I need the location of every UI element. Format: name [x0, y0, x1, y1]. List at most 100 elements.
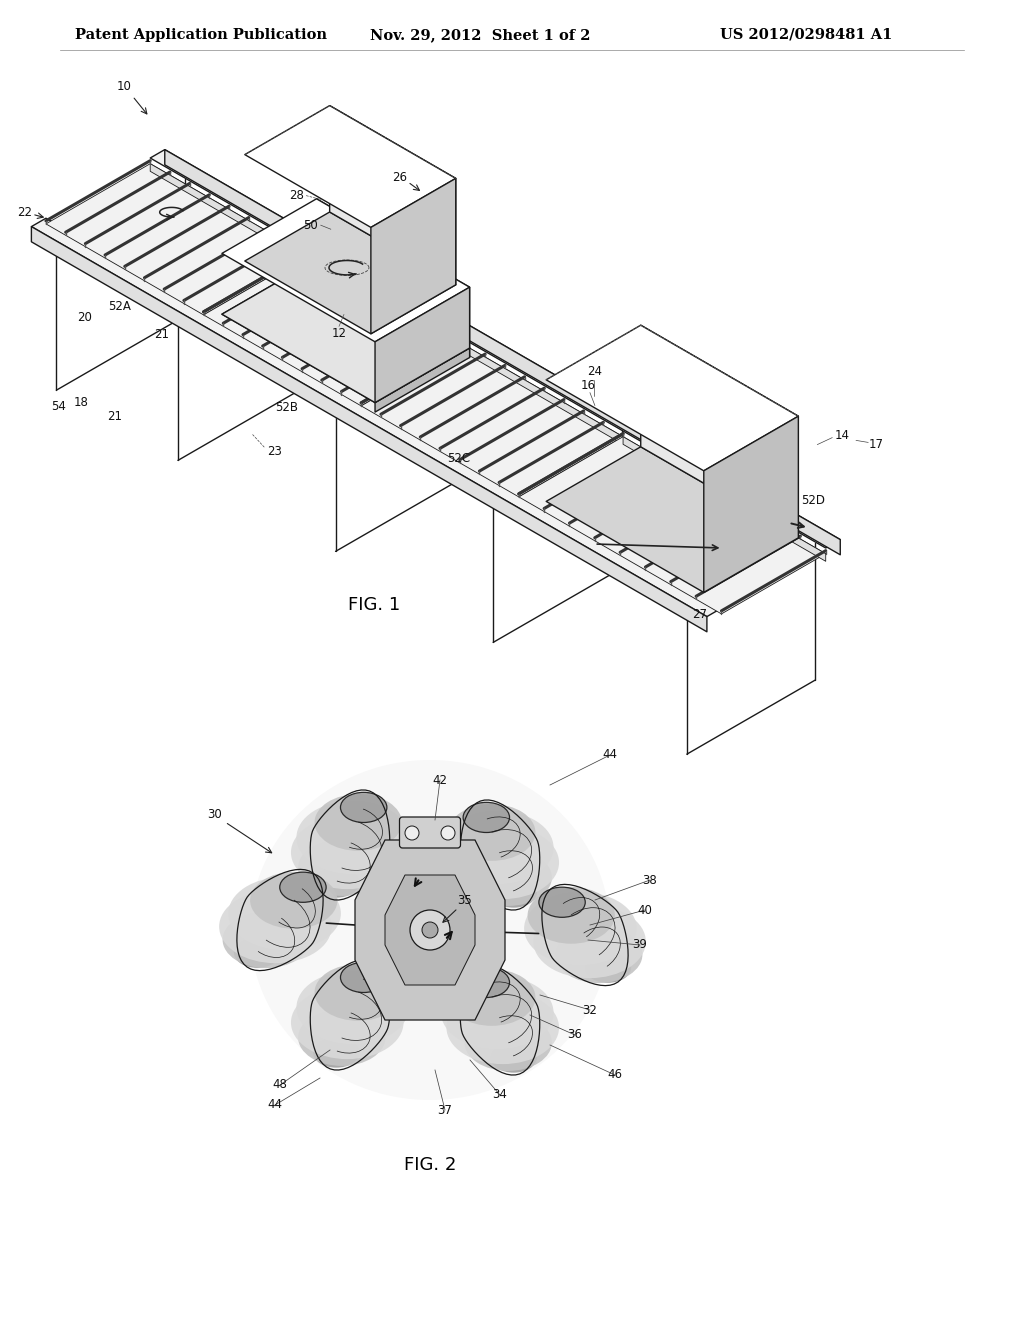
- Text: FIG. 1: FIG. 1: [348, 597, 400, 614]
- Polygon shape: [222, 199, 470, 342]
- Circle shape: [410, 909, 450, 950]
- Polygon shape: [519, 437, 825, 614]
- Ellipse shape: [250, 760, 610, 1100]
- Text: 12: 12: [332, 327, 346, 339]
- Ellipse shape: [446, 826, 559, 899]
- Ellipse shape: [296, 972, 409, 1044]
- Text: 30: 30: [208, 808, 222, 821]
- Polygon shape: [385, 875, 475, 985]
- Text: 40: 40: [638, 903, 652, 916]
- Text: US 2012/0298481 A1: US 2012/0298481 A1: [720, 28, 892, 42]
- Text: 52D: 52D: [801, 494, 824, 507]
- Polygon shape: [245, 213, 456, 334]
- Polygon shape: [375, 348, 470, 412]
- Ellipse shape: [313, 867, 359, 898]
- Text: 28: 28: [289, 189, 303, 202]
- Text: 44: 44: [267, 1098, 283, 1111]
- Polygon shape: [641, 325, 799, 537]
- Ellipse shape: [314, 795, 401, 851]
- Ellipse shape: [313, 1038, 359, 1068]
- Ellipse shape: [298, 1010, 385, 1067]
- Polygon shape: [375, 288, 470, 403]
- Polygon shape: [32, 227, 707, 632]
- Text: 21: 21: [155, 327, 170, 341]
- Ellipse shape: [449, 969, 536, 1026]
- Ellipse shape: [222, 911, 310, 968]
- Ellipse shape: [280, 873, 326, 903]
- Text: 52B: 52B: [275, 401, 298, 414]
- Text: 21: 21: [106, 409, 122, 422]
- Polygon shape: [466, 346, 623, 445]
- Polygon shape: [623, 437, 825, 561]
- Ellipse shape: [463, 968, 510, 998]
- Polygon shape: [546, 446, 799, 593]
- Text: 48: 48: [272, 1078, 288, 1092]
- Text: Patent Application Publication: Patent Application Publication: [75, 28, 327, 42]
- Ellipse shape: [341, 962, 387, 993]
- Text: 42: 42: [432, 774, 447, 787]
- Text: 23: 23: [267, 445, 282, 458]
- Ellipse shape: [534, 906, 646, 978]
- Ellipse shape: [341, 792, 387, 822]
- Circle shape: [406, 826, 419, 840]
- FancyBboxPatch shape: [399, 817, 461, 847]
- Text: 37: 37: [437, 1104, 453, 1117]
- Text: 35: 35: [458, 894, 472, 907]
- Text: 10: 10: [117, 81, 132, 94]
- Ellipse shape: [291, 816, 403, 890]
- Polygon shape: [151, 164, 308, 263]
- Ellipse shape: [250, 873, 338, 929]
- Ellipse shape: [490, 878, 537, 908]
- Text: Nov. 29, 2012  Sheet 1 of 2: Nov. 29, 2012 Sheet 1 of 2: [370, 28, 591, 42]
- Circle shape: [422, 921, 438, 939]
- Text: 32: 32: [583, 1003, 597, 1016]
- Text: 14: 14: [835, 429, 850, 442]
- Text: 38: 38: [643, 874, 657, 887]
- Ellipse shape: [465, 849, 552, 906]
- Polygon shape: [32, 218, 722, 616]
- Ellipse shape: [585, 953, 631, 983]
- Polygon shape: [355, 840, 505, 1020]
- Text: 44: 44: [602, 748, 617, 762]
- Circle shape: [441, 826, 455, 840]
- Polygon shape: [308, 255, 466, 354]
- Polygon shape: [703, 416, 799, 593]
- Ellipse shape: [296, 801, 409, 874]
- Ellipse shape: [524, 892, 637, 965]
- Ellipse shape: [490, 1043, 537, 1073]
- Polygon shape: [245, 106, 456, 227]
- Text: 22: 22: [17, 206, 33, 219]
- Text: 46: 46: [607, 1068, 623, 1081]
- Text: 36: 36: [567, 1028, 583, 1041]
- Polygon shape: [361, 346, 623, 496]
- Text: 16: 16: [581, 379, 595, 392]
- Ellipse shape: [441, 975, 554, 1049]
- Text: FIG. 2: FIG. 2: [403, 1156, 456, 1173]
- Ellipse shape: [539, 887, 586, 917]
- Text: 34: 34: [493, 1089, 508, 1101]
- Text: 20: 20: [77, 312, 91, 325]
- Ellipse shape: [291, 986, 403, 1059]
- Text: 26: 26: [392, 172, 408, 185]
- Polygon shape: [151, 149, 841, 548]
- Ellipse shape: [228, 876, 341, 950]
- Text: 52A: 52A: [109, 300, 131, 313]
- Polygon shape: [371, 178, 456, 334]
- Polygon shape: [165, 149, 841, 554]
- Polygon shape: [316, 199, 470, 348]
- Text: 18: 18: [74, 396, 89, 409]
- Ellipse shape: [449, 804, 536, 861]
- Ellipse shape: [446, 991, 559, 1064]
- Ellipse shape: [465, 1014, 552, 1071]
- Ellipse shape: [298, 840, 385, 896]
- Ellipse shape: [463, 803, 510, 833]
- Text: 17: 17: [868, 438, 884, 451]
- Ellipse shape: [219, 890, 332, 964]
- Polygon shape: [316, 260, 470, 358]
- Ellipse shape: [527, 887, 614, 944]
- Polygon shape: [46, 164, 308, 315]
- Polygon shape: [222, 260, 470, 403]
- Polygon shape: [222, 260, 470, 403]
- Text: 52C: 52C: [447, 453, 471, 465]
- Text: 50: 50: [303, 219, 318, 232]
